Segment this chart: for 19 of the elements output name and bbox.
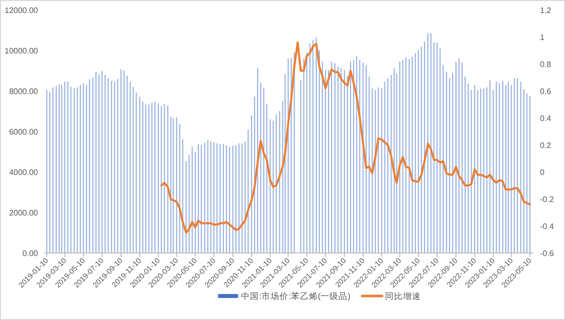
y2-tick-label: 0.6 (540, 87, 552, 96)
y2-tick-label: 0.2 (540, 141, 552, 150)
legend-label: 同比增速 (385, 291, 422, 301)
y2-tick-label: -0.6 (540, 249, 554, 258)
y2-tick-label: -0.4 (540, 222, 554, 231)
y2-tick-label: 0 (540, 168, 545, 177)
y-tick-label: 6000.00 (9, 128, 39, 136)
y2-tick-label: -0.2 (540, 195, 554, 204)
y2-tick-label: 1.2 (540, 6, 552, 15)
y-tick-label: 12000.00 (4, 6, 39, 15)
y-tick-label: 2000.00 (9, 208, 39, 218)
y-tick-label: 10000.00 (4, 46, 39, 56)
y-tick-label: 4000.00 (9, 168, 39, 177)
y-tick-label: 8000.00 (9, 87, 39, 96)
y-tick-label: 0.00 (22, 249, 39, 258)
legend-label: 中国:市场价:苯乙烯(一级品) (241, 291, 351, 301)
y2-tick-label: 0.8 (540, 60, 552, 69)
y2-tick-label: 0.4 (540, 114, 552, 123)
y2-tick-label: 1 (540, 33, 545, 42)
